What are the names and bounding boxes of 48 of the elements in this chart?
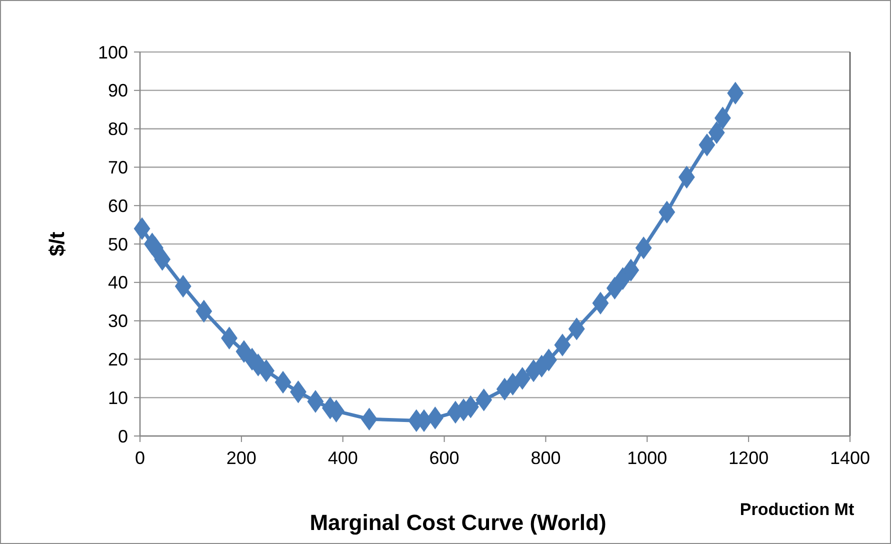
point (635, 236, 652, 260)
point (154, 248, 171, 271)
point (476, 388, 492, 412)
y-tick-label: 80 (108, 119, 128, 140)
point (426, 406, 444, 430)
point (174, 274, 192, 298)
x-tick-label: 200 (226, 448, 256, 468)
point (727, 82, 744, 104)
point (606, 276, 623, 300)
point (258, 359, 275, 382)
y-axis-title: $/t (46, 232, 69, 256)
y-tick-label: 90 (108, 80, 128, 101)
y-tick-label: 60 (108, 196, 128, 216)
y-tick-label: 30 (108, 311, 128, 332)
point (592, 292, 609, 315)
y-tick-label: 0 (118, 426, 128, 446)
point (678, 166, 695, 189)
point (554, 334, 571, 356)
y-tick-label: 50 (108, 234, 128, 254)
y-tick-label: 20 (108, 350, 128, 370)
x-tick-label: 600 (429, 448, 460, 468)
text: Marginal Cost Curve (World) (310, 510, 606, 535)
point (146, 236, 164, 260)
y-tick-label: 100 (98, 42, 128, 62)
point (290, 380, 306, 404)
y-tick-label: 40 (108, 272, 128, 293)
point (658, 200, 676, 224)
x-axis-title: Production Mt (740, 500, 854, 519)
point (708, 121, 725, 144)
x-tick-label: 1400 (830, 448, 870, 468)
point (622, 258, 640, 282)
point (221, 326, 238, 350)
x-tick-label: 1200 (728, 448, 769, 468)
point (514, 367, 531, 390)
point (196, 300, 212, 323)
x-tick-label: 400 (328, 448, 358, 468)
point (714, 106, 731, 130)
point (307, 390, 324, 413)
y-tick-label: 10 (108, 388, 128, 408)
y-tick-label: 70 (108, 158, 128, 178)
point (698, 134, 716, 156)
point (568, 317, 585, 340)
point (361, 408, 378, 430)
x-tick-label: 0 (134, 448, 146, 468)
point (134, 217, 150, 240)
x-tick-label: 1000 (627, 448, 668, 468)
point (274, 370, 292, 394)
x-tick-label: 800 (530, 448, 561, 468)
